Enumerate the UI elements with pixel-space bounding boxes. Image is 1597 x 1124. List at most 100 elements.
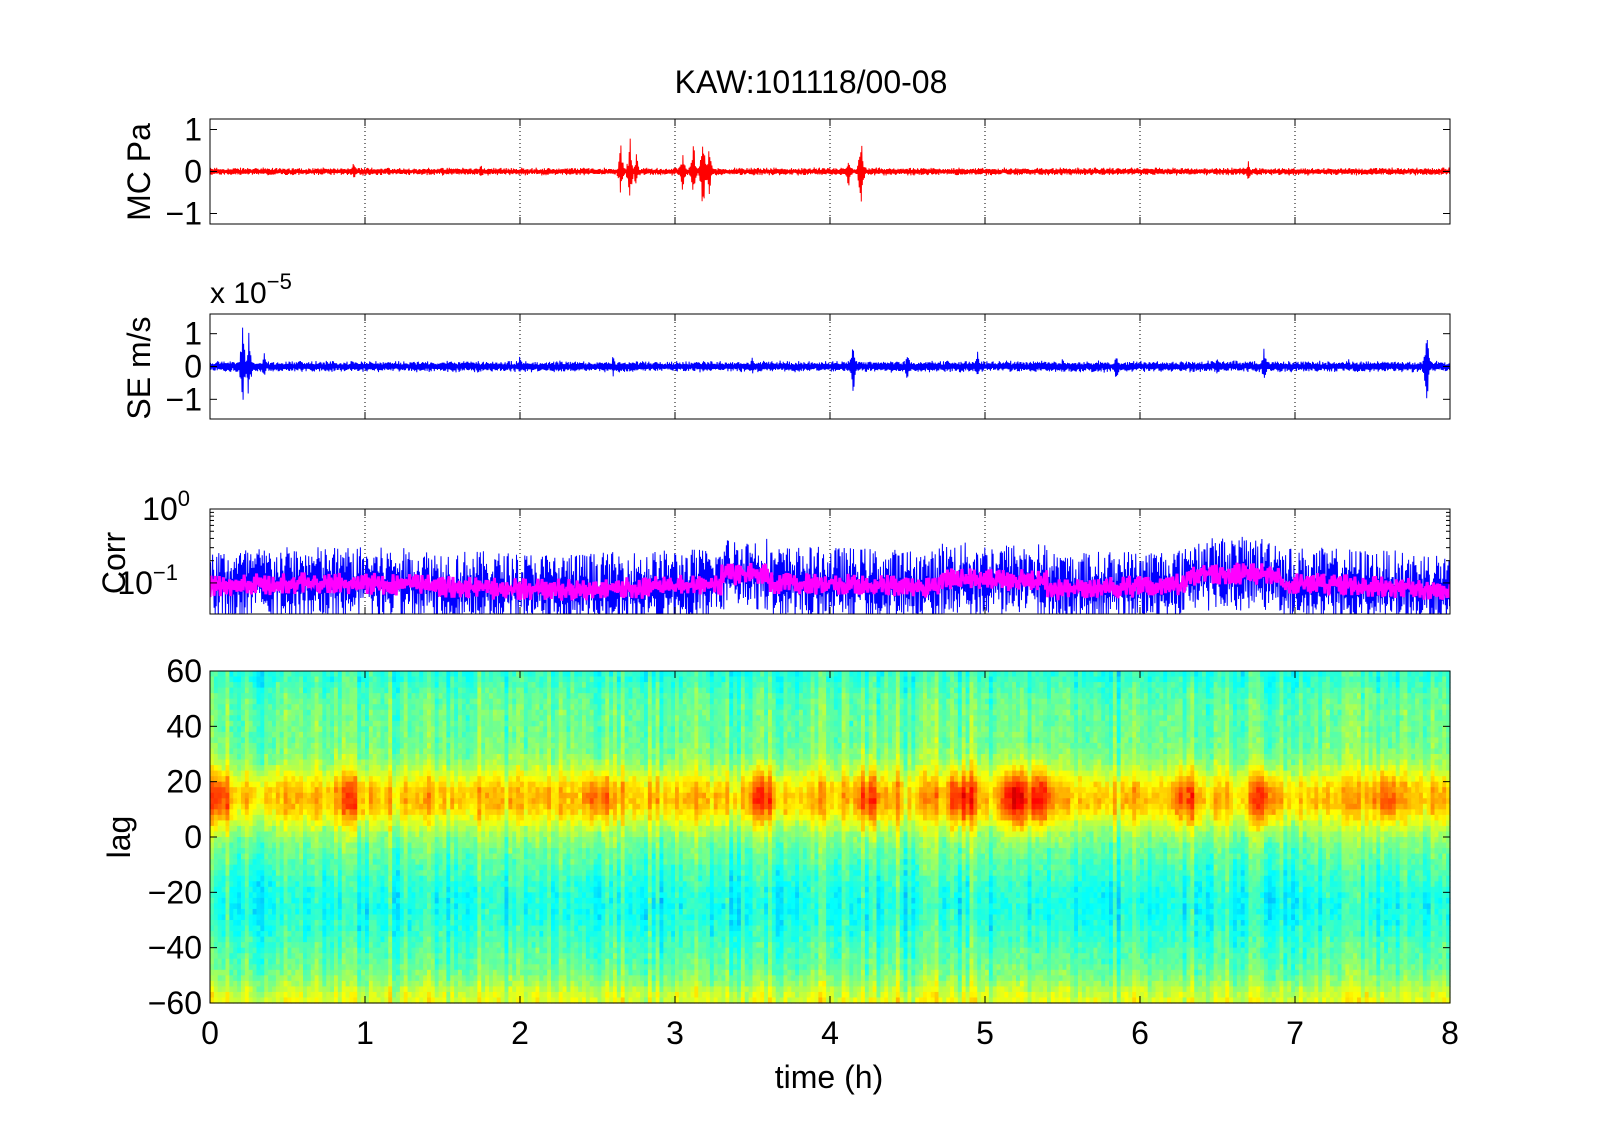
heatmap-cell xyxy=(353,704,357,710)
heatmap-cell xyxy=(229,787,233,793)
heatmap-cell xyxy=(381,992,385,998)
heatmap-cell xyxy=(377,682,381,688)
heatmap-cell xyxy=(226,981,230,987)
heatmap-cell xyxy=(295,776,299,782)
heatmap-cell xyxy=(315,854,319,860)
heatmap-cell xyxy=(319,986,323,992)
heatmap-cell xyxy=(218,760,222,766)
heatmap-cell xyxy=(280,743,284,749)
heatmap-cell xyxy=(415,726,419,732)
heatmap-cell xyxy=(299,688,303,694)
heatmap-cell xyxy=(311,688,315,694)
heatmap-cell xyxy=(260,887,264,893)
heatmap-cell xyxy=(319,926,323,932)
heatmap-cell xyxy=(268,926,272,932)
heatmap-cell xyxy=(353,920,357,926)
heatmap-cell xyxy=(392,699,396,705)
heatmap-cell xyxy=(249,693,253,699)
heatmap-cell xyxy=(233,909,237,915)
heatmap-cell xyxy=(346,914,350,920)
heatmap-cell xyxy=(299,787,303,793)
heatmap-cell xyxy=(311,970,315,976)
heatmap-cell xyxy=(408,760,412,766)
heatmap-cell xyxy=(412,809,416,815)
heatmap-cell xyxy=(315,787,319,793)
heatmap-cell xyxy=(392,909,396,915)
heatmap-cell xyxy=(268,937,272,943)
heatmap-cell xyxy=(315,942,319,948)
heatmap-cell xyxy=(210,804,214,810)
heatmap-cell xyxy=(342,876,346,882)
heatmap-cell xyxy=(260,776,264,782)
chart-title: KAW:101118/00-08 xyxy=(675,64,948,100)
heatmap-cell xyxy=(295,693,299,699)
heatmap-cell xyxy=(365,804,369,810)
heatmap-cell xyxy=(280,793,284,799)
heatmap-cell xyxy=(319,754,323,760)
heatmap-cell xyxy=(233,859,237,865)
heatmap-cell xyxy=(233,677,237,683)
heatmap-cell xyxy=(326,677,330,683)
heatmap-cell xyxy=(412,859,416,865)
heatmap-cell xyxy=(260,981,264,987)
heatmap-cell xyxy=(291,870,295,876)
heatmap-cell xyxy=(222,787,226,793)
heatmap-cell xyxy=(330,798,334,804)
heatmap-cell xyxy=(226,826,230,832)
heatmap-cell xyxy=(226,953,230,959)
heatmap-cell xyxy=(381,787,385,793)
heatmap-cell xyxy=(412,699,416,705)
heatmap-cell xyxy=(280,920,284,926)
heatmap-cell xyxy=(237,765,241,771)
heatmap-cell xyxy=(233,682,237,688)
heatmap-cell xyxy=(357,787,361,793)
heatmap-cell xyxy=(280,748,284,754)
heatmap-cell xyxy=(233,693,237,699)
heatmap-cell xyxy=(245,754,249,760)
heatmap-cell xyxy=(353,809,357,815)
heatmap-cell xyxy=(322,693,326,699)
heatmap-cell xyxy=(400,942,404,948)
heatmap-cell xyxy=(245,887,249,893)
heatmap-cell xyxy=(361,771,365,777)
heatmap-cell xyxy=(276,815,280,821)
heatmap-cell xyxy=(326,748,330,754)
heatmap-cell xyxy=(361,942,365,948)
heatmap-cell xyxy=(307,848,311,854)
heatmap-cell xyxy=(419,699,423,705)
heatmap-cell xyxy=(369,865,373,871)
heatmap-cell xyxy=(365,671,369,677)
heatmap-cell xyxy=(268,953,272,959)
heatmap-cell xyxy=(392,826,396,832)
heatmap-cell xyxy=(361,726,365,732)
heatmap-cell xyxy=(326,754,330,760)
heatmap-cell xyxy=(299,671,303,677)
heatmap-cell xyxy=(369,964,373,970)
heatmap-cell xyxy=(257,931,261,937)
heatmap-cell xyxy=(384,831,388,837)
heatmap-cell xyxy=(404,865,408,871)
heatmap-cell xyxy=(253,843,257,849)
heatmap-cell xyxy=(381,964,385,970)
heatmap-cell xyxy=(412,732,416,738)
heatmap-cell xyxy=(373,776,377,782)
heatmap-cell xyxy=(233,804,237,810)
heatmap-cell xyxy=(264,975,268,981)
heatmap-cell xyxy=(322,837,326,843)
heatmap-cell xyxy=(353,870,357,876)
heatmap-cell xyxy=(404,881,408,887)
heatmap-cell xyxy=(326,765,330,771)
heatmap-cell xyxy=(330,787,334,793)
heatmap-cell xyxy=(218,837,222,843)
heatmap-cell xyxy=(412,776,416,782)
heatmap-cell xyxy=(311,826,315,832)
heatmap-cell xyxy=(388,876,392,882)
heatmap-cell xyxy=(412,743,416,749)
heatmap-cell xyxy=(408,970,412,976)
heatmap-cell xyxy=(257,986,261,992)
heatmap-cell xyxy=(276,837,280,843)
heatmap-cell xyxy=(241,776,245,782)
heatmap-cell xyxy=(237,754,241,760)
heatmap-cell xyxy=(365,715,369,721)
heatmap-cell xyxy=(334,715,338,721)
